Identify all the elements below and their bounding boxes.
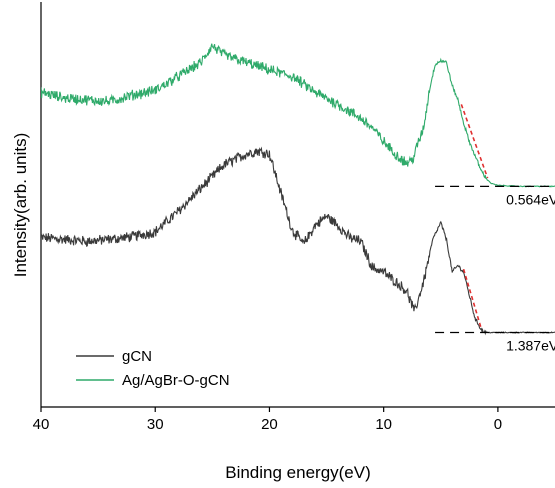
x-tick-label: 30 [147, 416, 164, 433]
overlay-layer: 0.564eV 1.387eV [435, 104, 555, 354]
series-line-gcn [41, 146, 555, 336]
x-tick-label: 10 [375, 416, 392, 433]
x-tick-label: 20 [261, 416, 278, 433]
fit-line-red [462, 268, 482, 328]
x-tick-label: 0 [494, 416, 502, 433]
fit-line-red [460, 104, 489, 179]
band-edge-annotation: 0.564eV [506, 191, 555, 207]
series-layer [41, 43, 555, 336]
legend: gCN Ag/AgBr-O-gCN [76, 348, 230, 389]
series-line-ag-agbr-o-gcn [41, 43, 555, 188]
legend-label: gCN [122, 348, 152, 365]
legend-label: Ag/AgBr-O-gCN [122, 372, 230, 389]
x-tick-label: 40 [33, 416, 50, 433]
band-edge-annotation: 1.387eV [506, 338, 555, 354]
x-axis-title: Binding energy(eV) [225, 463, 371, 482]
y-axis-title: Intensity(arb. units) [11, 133, 30, 278]
x-axis-ticks: 40 30 20 10 0 [33, 407, 502, 433]
